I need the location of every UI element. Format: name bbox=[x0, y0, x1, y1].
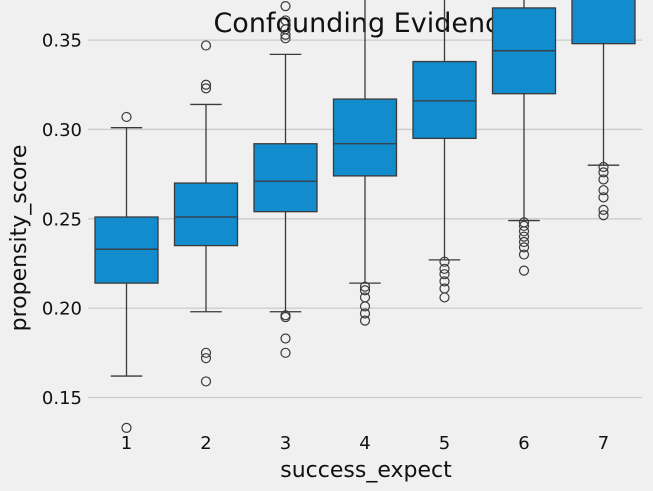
outlier-point bbox=[518, 249, 530, 260]
x-tick-label: 2 bbox=[200, 433, 211, 454]
boxes bbox=[94, 0, 636, 433]
outlier-point bbox=[518, 217, 530, 228]
box-group bbox=[253, 1, 318, 358]
x-axis-label: success_expect bbox=[280, 458, 452, 483]
y-tick-label: 0.25 bbox=[42, 209, 82, 230]
iqr-box bbox=[253, 143, 318, 213]
iqr-box bbox=[412, 60, 477, 140]
outlier-point bbox=[439, 292, 450, 303]
outlier-point bbox=[598, 161, 609, 173]
outlier-point bbox=[518, 242, 530, 253]
iqr-box bbox=[571, 0, 636, 45]
outlier-point bbox=[598, 185, 609, 196]
x-tick-label: 3 bbox=[280, 433, 291, 454]
y-axis-label: propensity_score bbox=[7, 145, 32, 332]
outlier-point bbox=[359, 285, 371, 296]
outlier-point bbox=[439, 263, 450, 274]
outlier-point bbox=[598, 167, 609, 178]
y-tick-label: 0.15 bbox=[42, 388, 82, 409]
outlier-point bbox=[518, 236, 530, 248]
outlier-point bbox=[439, 256, 450, 267]
outlier-point bbox=[518, 220, 530, 232]
outlier-point bbox=[200, 40, 212, 51]
outlier-point bbox=[439, 283, 450, 294]
x-tick-label: 7 bbox=[598, 433, 609, 454]
outlier-point bbox=[200, 83, 212, 94]
iqr-box bbox=[332, 98, 398, 177]
outlier-point bbox=[280, 347, 291, 358]
outlier-point bbox=[280, 29, 291, 40]
y-tick-label: 0.35 bbox=[42, 31, 82, 52]
outlier-point bbox=[200, 353, 212, 364]
outlier-point bbox=[518, 231, 530, 242]
outlier-point bbox=[359, 308, 371, 319]
outlier-point bbox=[359, 292, 371, 303]
y-tick-label: 0.30 bbox=[42, 120, 82, 141]
outlier-point bbox=[439, 276, 450, 287]
outlier-point bbox=[280, 1, 291, 12]
outlier-point bbox=[518, 265, 530, 276]
outlier-point bbox=[359, 315, 371, 326]
outlier-point bbox=[280, 15, 291, 26]
iqr-box bbox=[94, 216, 159, 284]
outlier-point bbox=[121, 111, 132, 123]
outlier-point bbox=[439, 269, 450, 280]
outlier-point bbox=[598, 174, 609, 185]
outlier-point bbox=[598, 210, 609, 221]
box-group bbox=[173, 40, 239, 387]
y-tick-label: 0.20 bbox=[42, 299, 82, 320]
outlier-point bbox=[280, 333, 291, 344]
iqr-box bbox=[173, 182, 239, 247]
outlier-point bbox=[598, 192, 609, 203]
box-group bbox=[571, 0, 636, 221]
x-tick-label: 4 bbox=[359, 433, 370, 454]
x-tick-label: 1 bbox=[121, 433, 132, 454]
box-group bbox=[412, 0, 477, 303]
y-tick-labels: 0.150.200.250.300.350.400.450.50 bbox=[42, 31, 82, 409]
box-group bbox=[332, 0, 398, 326]
x-tick-label: 6 bbox=[518, 433, 529, 454]
box-group bbox=[491, 0, 557, 276]
outlier-point bbox=[359, 281, 371, 292]
outlier-point bbox=[200, 79, 212, 90]
outlier-point bbox=[518, 226, 530, 237]
outlier-point bbox=[280, 310, 291, 321]
x-tick-label: 5 bbox=[439, 433, 450, 454]
x-tick-labels: 1 2 3 4 5 6 7 bbox=[121, 433, 609, 454]
outlier-point bbox=[121, 422, 132, 433]
outlier-point bbox=[200, 376, 212, 387]
outlier-point bbox=[200, 347, 212, 358]
outlier-point bbox=[598, 204, 609, 215]
box-group bbox=[94, 111, 159, 433]
